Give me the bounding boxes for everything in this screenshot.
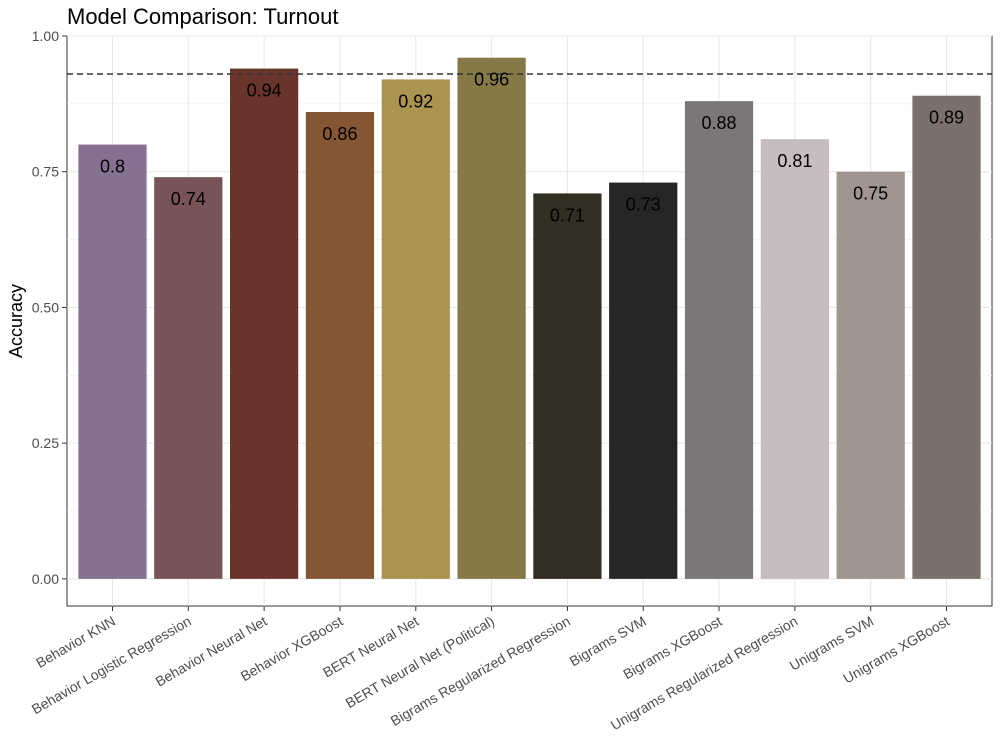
bar-value-label: 0.88: [702, 113, 737, 133]
bar-value-label: 0.75: [853, 184, 888, 204]
y-tick-label: 0.00: [32, 571, 59, 587]
bar: [457, 57, 526, 579]
y-tick-label: 0.75: [32, 164, 59, 180]
y-axis: 0.00 0.25 0.50 0.75 1.00: [32, 28, 67, 587]
bar: [305, 112, 375, 579]
bar-value-label: 0.96: [474, 70, 509, 90]
bar: [154, 177, 223, 579]
bar: [78, 144, 147, 579]
bar: [836, 171, 905, 579]
y-tick-label: 0.25: [32, 435, 59, 451]
bar-value-label: 0.86: [322, 124, 357, 144]
bars: [78, 57, 981, 579]
bar-labels: 0.8 0.74 0.94 0.86 0.92 0.96 0.71 0.73 0.88 0.81 0…: [100, 70, 964, 226]
bar-value-label: 0.8: [100, 157, 125, 177]
y-axis-title: Accuracy: [6, 284, 26, 358]
bar-value-label: 0.73: [626, 195, 661, 215]
bar: [760, 139, 829, 579]
bar: [609, 182, 678, 579]
bar-value-label: 0.81: [777, 151, 812, 171]
bar-value-label: 0.94: [247, 81, 282, 101]
chart-title: Model Comparison: Turnout: [67, 4, 339, 29]
bar: [684, 101, 754, 579]
bar-value-label: 0.92: [398, 91, 433, 111]
bar: [533, 193, 602, 579]
bar-value-label: 0.74: [171, 189, 206, 209]
bar-value-label: 0.71: [550, 205, 585, 225]
y-tick-label: 0.50: [32, 299, 59, 315]
bar: [230, 68, 299, 579]
bar: [912, 95, 981, 579]
bar-value-label: 0.89: [929, 108, 964, 128]
bar: [381, 79, 450, 579]
y-tick-label: 1.00: [32, 28, 59, 44]
